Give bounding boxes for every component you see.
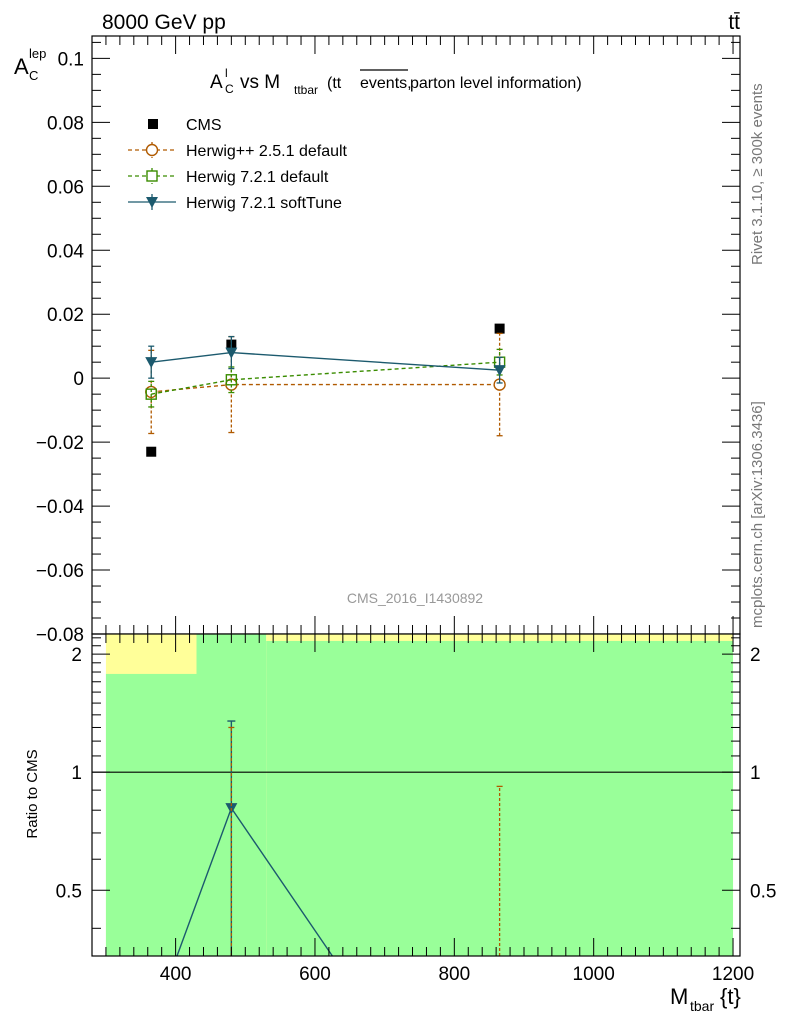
rivet-label: Rivet 3.1.10, ≥ 300k events (749, 83, 766, 265)
x-tick-label: 800 (438, 964, 470, 985)
svg-text:A: A (210, 72, 223, 93)
y-tick-label: 0.04 (47, 241, 84, 262)
ratio-panel: 400 600 800 1000 1200 0.5 0.5 1 1 2 2 (56, 633, 776, 985)
ratio-y-tick-label: 2 (71, 645, 82, 666)
y-tick-label: −0.04 (36, 497, 85, 518)
svg-text:M: M (670, 984, 688, 1009)
x-tick-label: 400 (160, 964, 192, 985)
point-softtune-0 (145, 357, 158, 369)
svg-text:events,: events, (360, 75, 412, 92)
point-herwig721-0 (145, 388, 157, 400)
point-softtune-2 (493, 365, 506, 377)
svg-text:(tt: (tt (327, 75, 342, 92)
ratio-y-tick-label: 1 (71, 763, 82, 784)
svg-text:CMS: CMS (186, 117, 222, 134)
point-softtune-1 (225, 347, 238, 359)
ratio-y-label: Ratio to CMS (24, 749, 41, 838)
svg-text:lep: lep (29, 46, 46, 61)
svg-text:vs M: vs M (240, 72, 280, 93)
legend-item-herwig721: Herwig 7.2.1 default (128, 168, 329, 186)
ratio-y-tick-label: 0.5 (56, 881, 82, 902)
series-line-herwig251 (151, 383, 500, 393)
y-tick-label: 0.06 (47, 177, 84, 198)
energy-label: 8000 GeV pp (102, 11, 226, 34)
plot-title: A l C vs M ttbar (tt events, parton leve… (210, 66, 582, 97)
y-tick-label: −0.02 (36, 433, 84, 454)
y-tick-label: 0.08 (47, 113, 84, 134)
y-tick-label: 0.02 (47, 305, 84, 326)
y-tick-label: −0.06 (36, 561, 84, 582)
svg-text:Herwig++ 2.5.1 default: Herwig++ 2.5.1 default (186, 143, 348, 160)
ratio-y-tick-label-right: 0.5 (750, 881, 776, 902)
y-tick-label: 0 (73, 369, 84, 390)
ratio-y-tick-label-right: 1 (750, 763, 761, 784)
x-tick-label: 1000 (573, 964, 615, 985)
svg-text:Herwig 7.2.1 softTune: Herwig 7.2.1 softTune (186, 195, 342, 212)
svg-text:Herwig 7.2.1 default: Herwig 7.2.1 default (186, 169, 329, 186)
ratio-y-tick-label-right: 2 (750, 645, 761, 666)
y-tick-label: −0.08 (36, 625, 84, 646)
svg-text:A: A (14, 54, 29, 79)
ratio-frame (91, 633, 741, 957)
legend: CMS Herwig++ 2.5.1 default Herwig 7.2.1 … (128, 117, 348, 212)
x-tick-label: 600 (299, 964, 331, 985)
process-label: tt̄ (728, 11, 740, 34)
legend-item-softtune: Herwig 7.2.1 softTune (128, 194, 342, 212)
analysis-watermark: CMS_2016_I1430892 (347, 590, 483, 606)
svg-text:l: l (225, 66, 228, 80)
ratio-band-green-0 (105, 673, 197, 956)
svg-text:tbar: tbar (690, 998, 714, 1014)
legend-item-cms: CMS (148, 117, 222, 134)
y-axis-label: A lep C (14, 46, 46, 83)
svg-text:parton level information): parton level information) (410, 75, 582, 92)
x-tick-label: 1200 (712, 964, 754, 985)
series-line-softtune (151, 351, 500, 371)
mcplots-label: mcplots.cern.ch [arXiv:1306.3436] (749, 401, 766, 628)
svg-text:{t}: {t} (720, 984, 741, 1009)
svg-text:C: C (29, 68, 38, 83)
y-tick-label: 0.1 (58, 49, 84, 70)
svg-text:ttbar: ttbar (294, 83, 318, 97)
legend-item-herwig251: Herwig++ 2.5.1 default (128, 142, 348, 160)
point-herwig721-1 (225, 374, 238, 386)
point-cms-0 (146, 446, 157, 457)
series-line-herwig721 (151, 361, 500, 395)
point-cms-2 (494, 323, 505, 334)
main-panel: −0.08 −0.06 −0.04 −0.02 0 0.02 0.04 0.06 0.08 0.1 (36, 35, 741, 646)
x-axis-label: M tbar {t} (670, 984, 741, 1014)
svg-text:C: C (225, 82, 234, 96)
